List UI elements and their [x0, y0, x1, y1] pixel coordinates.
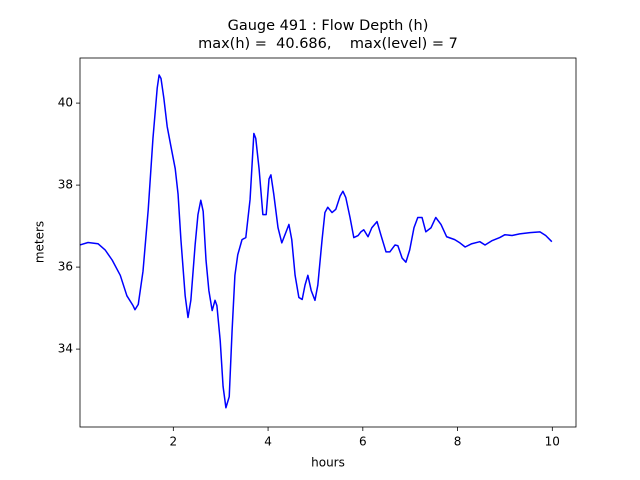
x-tick-label: 6	[359, 435, 367, 449]
line-series	[79, 74, 553, 409]
x-tick-label: 8	[454, 435, 462, 449]
y-axis-label: meters	[33, 221, 47, 263]
plot-frame	[79, 57, 577, 428]
x-tick-label: 10	[545, 435, 560, 449]
y-tick-label: 38	[58, 178, 73, 192]
x-axis-label: hours	[311, 456, 345, 470]
x-tick-label: 2	[170, 435, 178, 449]
y-tick-label: 34	[58, 342, 73, 356]
chart-title: Gauge 491 : Flow Depth (h)	[228, 18, 429, 34]
y-tick-label: 40	[58, 96, 73, 110]
x-tick-label: 4	[264, 435, 272, 449]
chart-subtitle: max(h) = 40.686, max(level) = 7	[198, 36, 458, 52]
y-tick-label: 36	[58, 260, 73, 274]
